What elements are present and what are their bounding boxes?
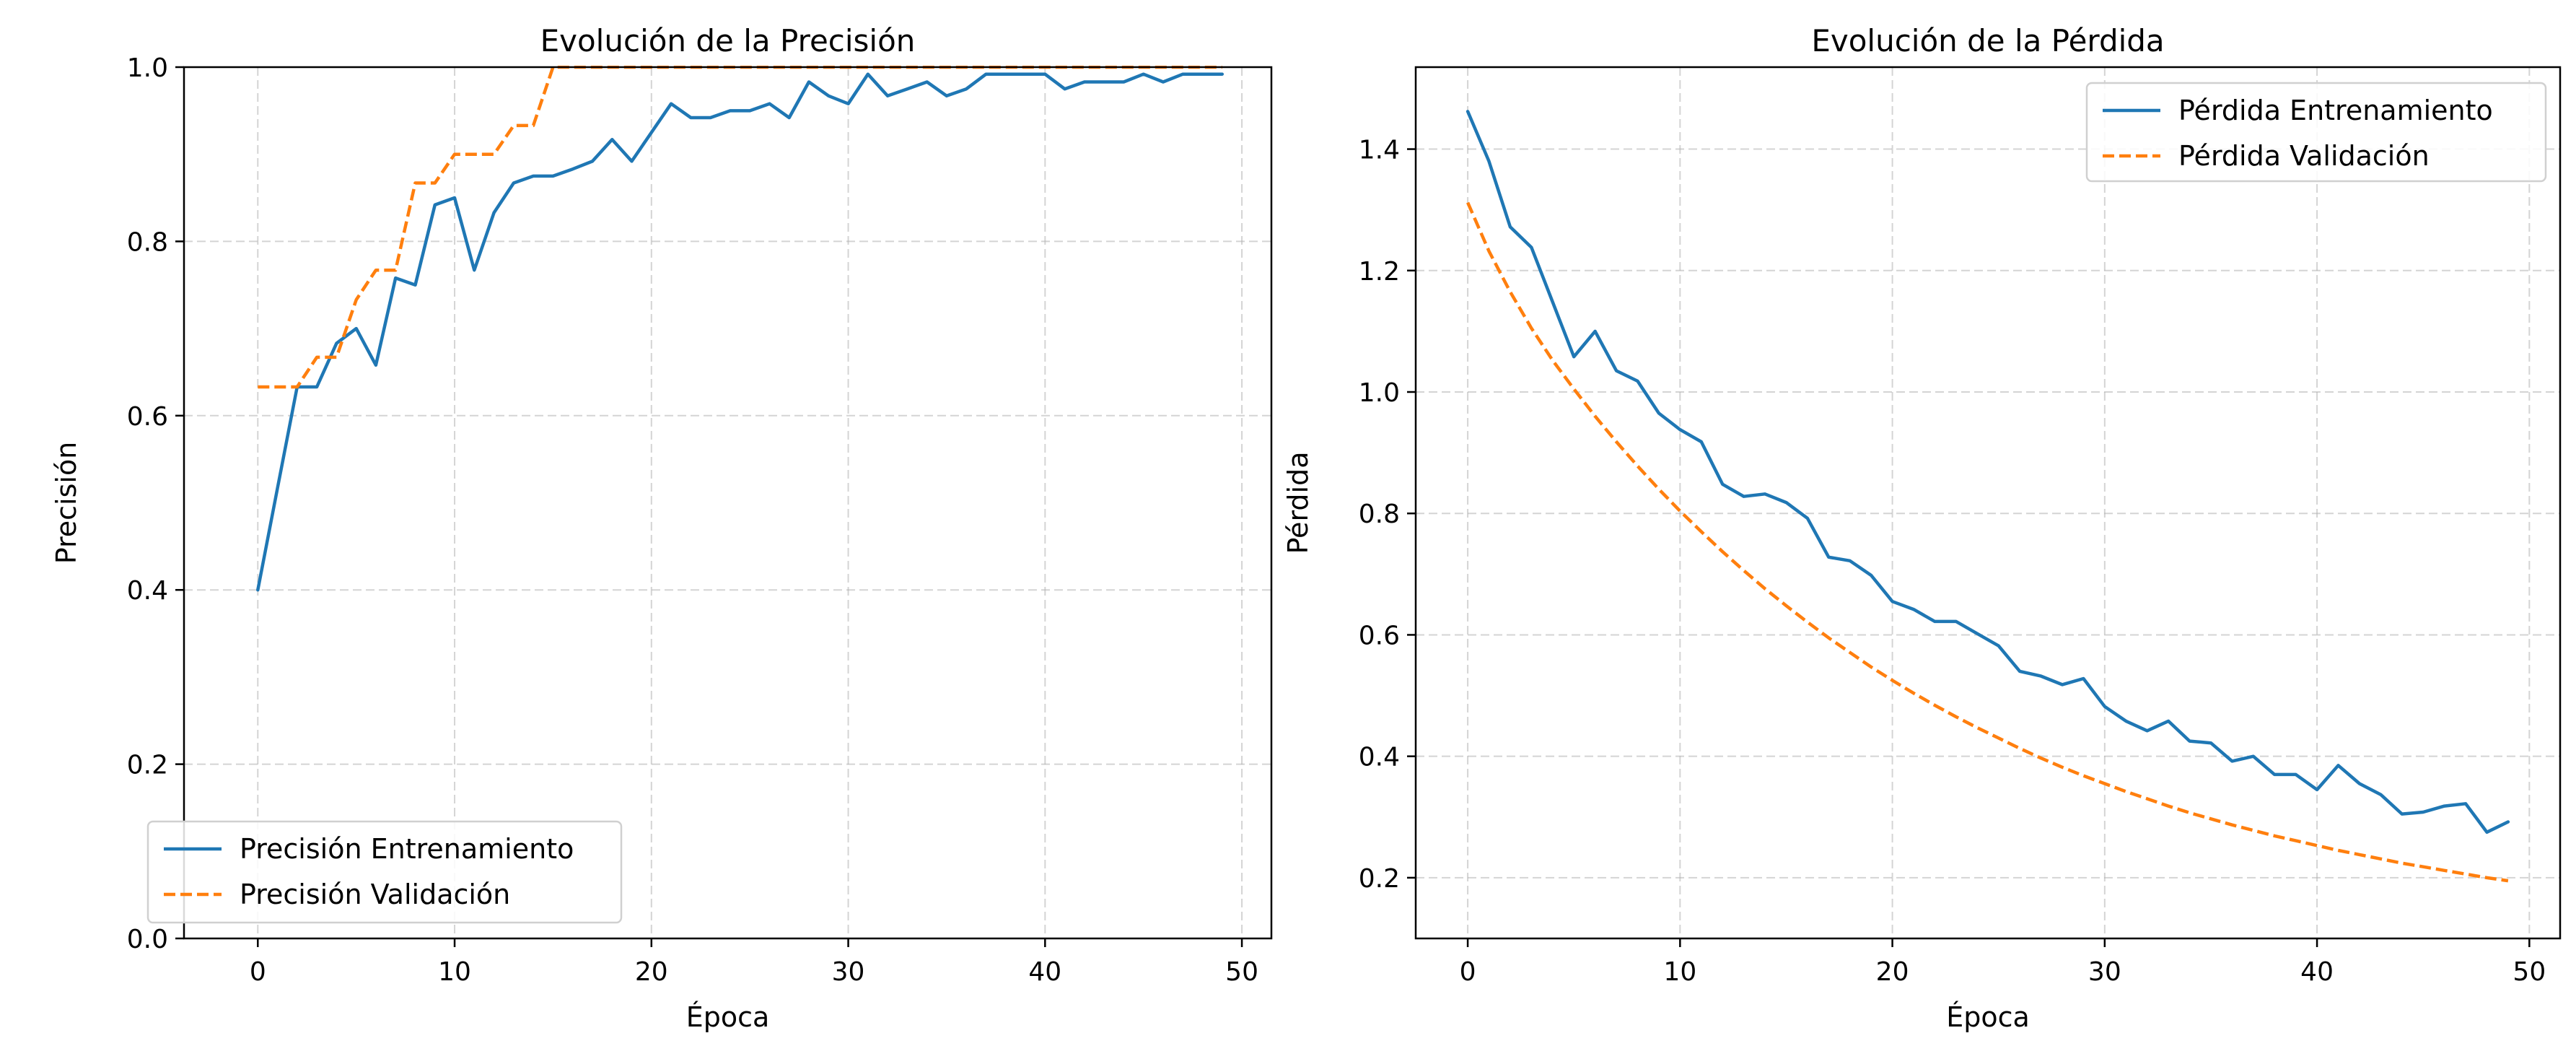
y-tick-label: 0.6 <box>1359 621 1400 650</box>
axes-frame <box>1414 66 2562 940</box>
y-axis-label: Precisión <box>51 442 82 565</box>
legend: Pérdida Entrenamiento Pérdida Validación <box>2085 82 2547 183</box>
x-tick-label: 0 <box>250 957 266 987</box>
legend-label: Pérdida Entrenamiento <box>2178 95 2493 126</box>
legend-box <box>146 820 623 924</box>
series-line-training <box>256 72 1225 592</box>
x-tick-label: 20 <box>635 957 668 987</box>
series-lines <box>1466 110 2510 883</box>
y-tick-label: 0.2 <box>127 751 168 780</box>
y-tick-label: 0.4 <box>1359 743 1400 772</box>
y-tick-label: 1.2 <box>1359 257 1400 287</box>
y-tick-label: 0.2 <box>1359 864 1400 894</box>
series-line-training <box>1466 110 2510 834</box>
y-axis-label: Pérdida <box>1282 452 1314 554</box>
x-tick-label: 0 <box>1460 957 1476 987</box>
tick-marks: 0 10 20 30 40 50 0.2 0.4 0.6 0.8 1.0 1.2 1.4 <box>1359 66 2562 987</box>
y-tick-label: 0.0 <box>127 925 168 954</box>
axes-frame <box>183 66 1273 940</box>
y-tick-label: 0.8 <box>1359 500 1400 529</box>
y-tick-label: 0.6 <box>127 402 168 432</box>
x-axis-label: Época <box>686 1001 770 1033</box>
series-line-validation <box>1466 201 2509 883</box>
y-tick-label: 0.8 <box>127 227 168 257</box>
y-tick-label: 1.0 <box>127 53 168 83</box>
legend: Precisión Entrenamiento Precisión Validac… <box>146 820 623 924</box>
grid-lines <box>184 66 1271 939</box>
y-tick-label: 1.4 <box>1359 136 1400 165</box>
y-tick-label: 0.4 <box>127 576 168 606</box>
legend-box <box>2085 82 2547 183</box>
chart-title: Evolución de la Pérdida <box>1811 23 2164 58</box>
legend-label: Precisión Entrenamiento <box>240 833 574 865</box>
accuracy-chart-panel: Evolución de la Precisión Época Precisió… <box>51 23 1273 1033</box>
legend-label: Pérdida Validación <box>2178 140 2430 172</box>
y-tick-label: 1.0 <box>1359 378 1400 408</box>
x-tick-label: 50 <box>1225 957 1258 987</box>
legend-label: Precisión Validación <box>240 879 510 910</box>
tick-marks: 0 10 20 30 40 50 0.0 0.2 0.4 0.6 0.8 1.0 <box>127 53 1273 987</box>
x-tick-label: 10 <box>1663 957 1696 987</box>
x-tick-label: 30 <box>2088 957 2121 987</box>
chart-title: Evolución de la Precisión <box>540 23 916 58</box>
x-tick-label: 40 <box>1028 957 1061 987</box>
x-tick-label: 40 <box>2300 957 2334 987</box>
x-tick-label: 20 <box>1876 957 1909 987</box>
x-axis-label: Época <box>1946 1001 2030 1033</box>
loss-chart-panel: Evolución de la Pérdida Época Pérdida 0 1… <box>1282 23 2562 1033</box>
x-tick-label: 10 <box>438 957 471 987</box>
x-tick-label: 50 <box>2513 957 2546 987</box>
x-tick-label: 30 <box>832 957 865 987</box>
